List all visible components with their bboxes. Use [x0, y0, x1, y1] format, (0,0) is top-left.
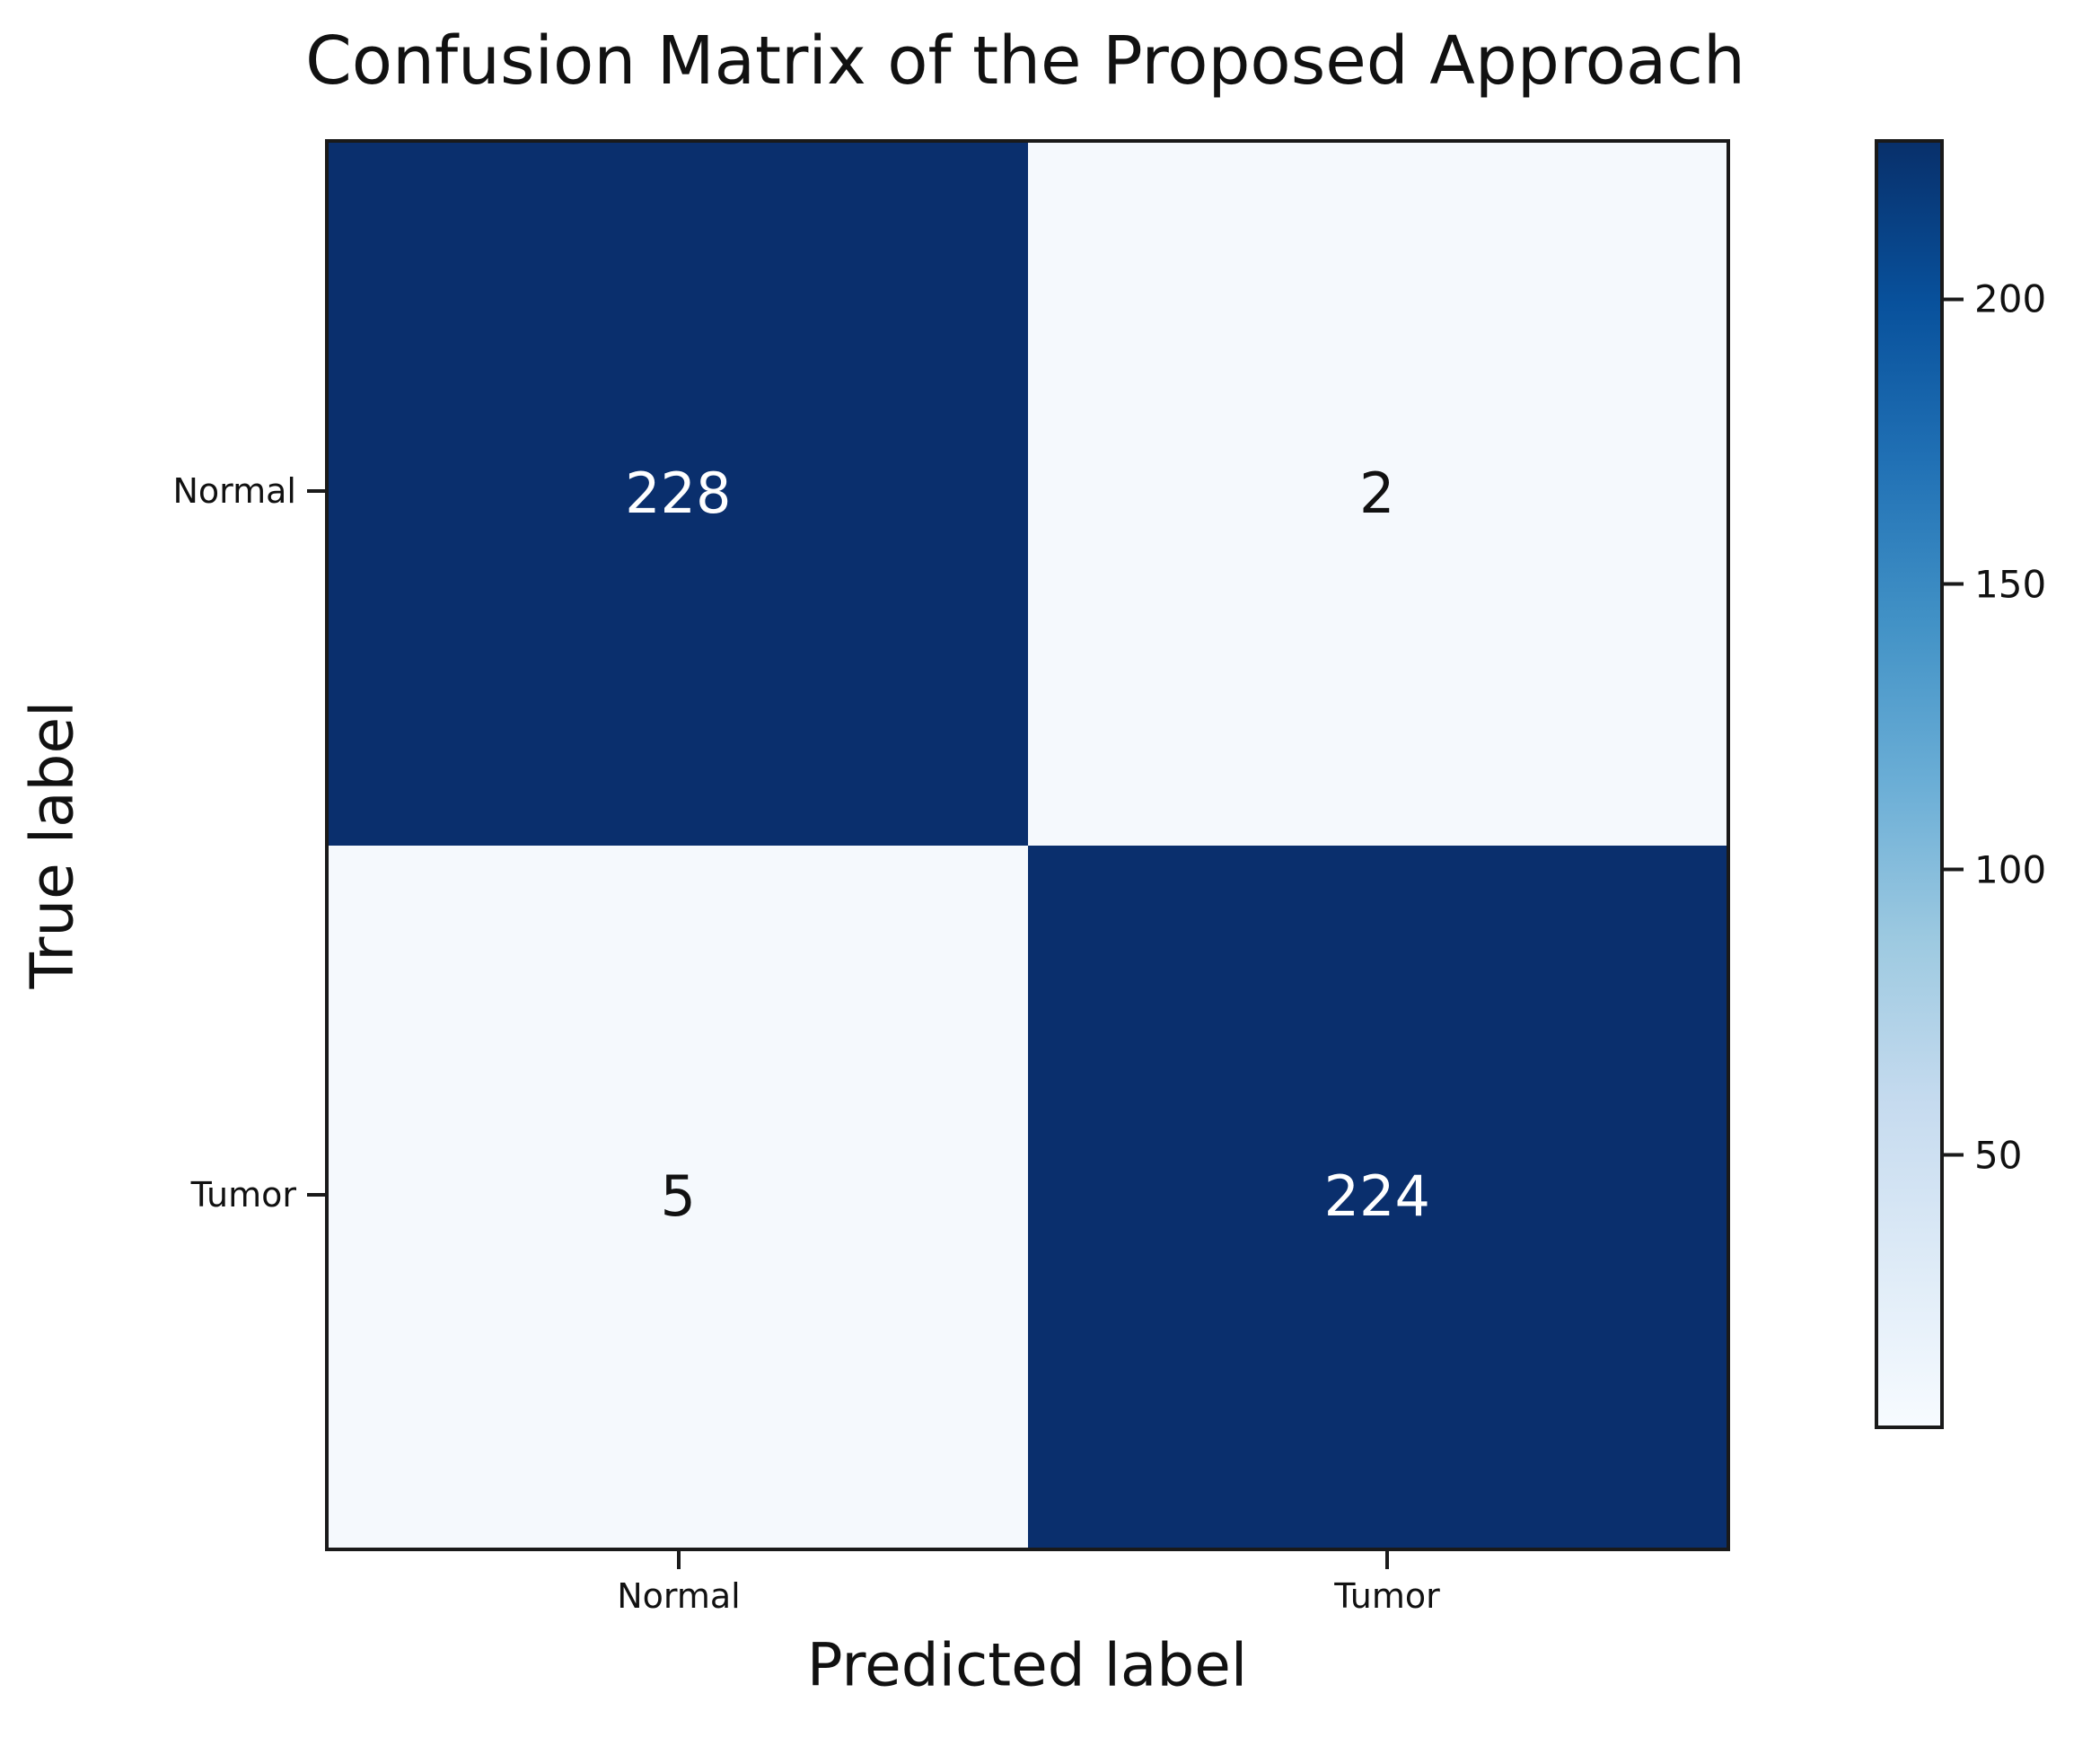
colorbar-tick-mark: [1944, 1153, 1964, 1157]
y-tick-mark-normal: [307, 489, 325, 493]
colorbar-gradient: [1875, 139, 1944, 1429]
heatmap-plot: 228 2 5 224: [325, 139, 1730, 1551]
chart-title: Confusion Matrix of the Proposed Approac…: [305, 22, 1745, 100]
y-axis-title: True label: [17, 700, 87, 989]
colorbar-tick-100: 100: [1944, 847, 2046, 891]
cell-value-true-normal-pred-normal: 228: [625, 461, 732, 527]
colorbar-tick-mark: [1944, 297, 1964, 302]
y-tick-mark-tumor: [307, 1193, 325, 1197]
colorbar-tick-mark: [1944, 867, 1964, 872]
matrix-cell-true-normal-pred-tumor: 2: [1027, 143, 1727, 846]
matrix-cell-true-tumor-pred-normal: 5: [329, 845, 1028, 1548]
colorbar-tick-label: 50: [1974, 1133, 2023, 1178]
matrix-cell-true-normal-pred-normal: 228: [329, 143, 1028, 846]
colorbar-tick-label: 150: [1974, 562, 2047, 607]
colorbar-tick-200: 200: [1944, 277, 2046, 321]
cell-value-true-tumor-pred-tumor: 224: [1323, 1162, 1430, 1229]
colorbar-tick-150: 150: [1944, 562, 2046, 606]
x-tick-label-normal: Normal: [617, 1576, 741, 1616]
y-tick-label-tumor: Tumor: [190, 1175, 296, 1215]
cell-value-true-normal-pred-tumor: 2: [1359, 461, 1395, 527]
x-tick-mark-normal: [677, 1551, 681, 1569]
y-tick-label-normal: Normal: [172, 471, 297, 511]
colorbar-ticks: 50 100 150 200: [1944, 139, 2096, 1429]
x-tick-label-tumor: Tumor: [1334, 1576, 1440, 1616]
colorbar-tick-label: 100: [1974, 847, 2047, 892]
colorbar-tick-50: 50: [1944, 1133, 2022, 1177]
matrix-cell-true-tumor-pred-tumor: 224: [1027, 845, 1727, 1548]
x-axis-title: Predicted label: [806, 1630, 1248, 1700]
x-tick-mark-tumor: [1385, 1551, 1389, 1569]
colorbar-tick-label: 200: [1974, 276, 2047, 321]
cell-value-true-tumor-pred-normal: 5: [660, 1162, 696, 1229]
colorbar-tick-mark: [1944, 582, 1964, 586]
